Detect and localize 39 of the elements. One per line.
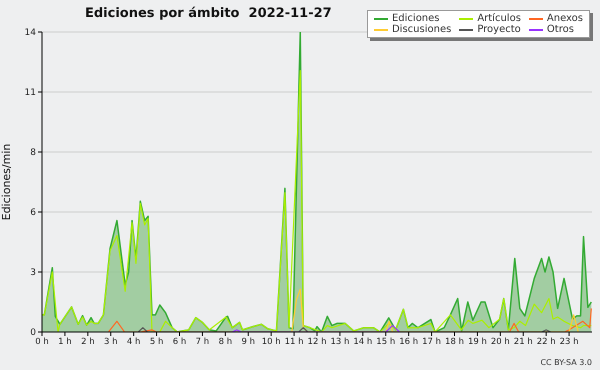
x-tick-label: 6 h [172, 337, 186, 348]
legend-label: Otros [546, 24, 574, 35]
legend-label: Anexos [546, 13, 583, 24]
x-tick-label: 23 h [560, 337, 579, 348]
y-tick-label: 14 [24, 28, 36, 38]
y-tick-label: 8 [30, 148, 36, 158]
y-axis-title: Ediciones/min [0, 144, 13, 220]
x-tick-label: 4 h [126, 337, 140, 348]
x-tick-label: 5 h [150, 337, 164, 348]
x-tick-label: 22 h [536, 337, 556, 348]
x-tick-label: 3 h [104, 337, 118, 348]
chart-title: Ediciones por ámbito 2022-11-27 [85, 6, 332, 21]
x-tick-label: 11 h [284, 337, 304, 348]
x-tick-label: 10 h [262, 337, 281, 348]
x-tick-label: 0 h [35, 337, 49, 348]
legend-label: Artículos [477, 13, 521, 24]
y-tick-label: 3 [30, 268, 36, 278]
x-tick-label: 14 h [353, 337, 372, 348]
legend-label: Ediciones [392, 13, 440, 24]
y-tick-label: 6 [30, 208, 36, 218]
x-tick-label: 13 h [330, 337, 350, 348]
x-tick-label: 7 h [196, 337, 210, 348]
legend-label: Discusiones [392, 24, 452, 35]
x-tick-label: 2 h [81, 337, 95, 348]
x-tick-label: 19 h [468, 337, 487, 348]
x-tick-label: 15 h [376, 337, 396, 348]
x-tick-label: 16 h [399, 337, 418, 348]
y-tick-label: 0 [30, 328, 36, 338]
y-tick-label: 11 [24, 88, 36, 98]
text: CC BY-SA 3.0 [540, 358, 592, 367]
x-tick-label: 9 h [242, 337, 255, 348]
x-tick-label: 17 h [422, 337, 442, 348]
legend-label: Proyecto [477, 24, 521, 35]
x-tick-label: 1 h [58, 337, 72, 348]
x-tick-label: 12 h [308, 337, 326, 348]
x-tick-label: 20 h [490, 337, 510, 348]
x-tick-label: 18 h [445, 337, 464, 348]
x-tick-label: 21 h [514, 337, 533, 348]
x-tick-label: 8 h [218, 337, 232, 348]
